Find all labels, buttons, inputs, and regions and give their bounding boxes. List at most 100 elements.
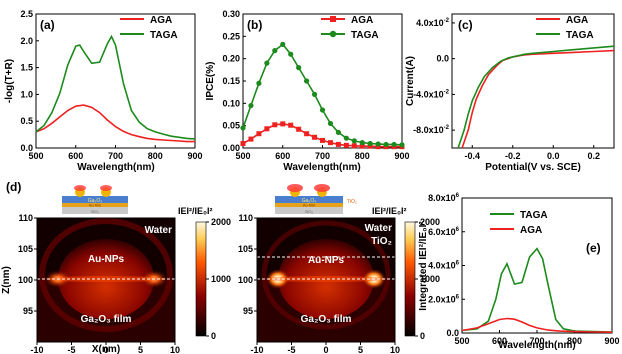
legend-a-aga-label: AGA (150, 15, 172, 26)
colorbar-right-tick-label: 0 (420, 331, 425, 341)
chart-b-aga-point (240, 141, 246, 147)
chart-b-ytick-label: 0.10 (222, 98, 240, 108)
chart-e-xtick-label: 900 (604, 336, 619, 346)
axis-b-xlabel: Wavelength(nm) (283, 162, 360, 173)
heatmap-left-ytick-label: 110 (18, 213, 33, 223)
legend-c-taga-label: TAGA (566, 30, 594, 41)
panel-b-label: (b) (247, 18, 262, 32)
chart-b-taga-point (296, 65, 302, 71)
heatmap-right-xtick-label: -10 (250, 345, 263, 354)
colorbar-right (404, 221, 416, 337)
schematic-left-ga2o3-label: Ga₂O₃ (88, 198, 103, 204)
chart-e-xtick-label: 800 (567, 336, 582, 346)
chart-b-aga-point (304, 131, 310, 137)
panel-d-right: Ga₂O₃ Au film SiO₂ TiO₂ Water TiO₂ Au-NP… (238, 184, 440, 354)
chart-c-xtick-label: 0.0 (547, 151, 560, 161)
chart-b-aga-point (248, 136, 254, 142)
chart-c-ytick-label: 4.0x10-2 (416, 18, 450, 28)
chart-b-taga-point (335, 129, 341, 135)
chart-e-ytick-label: 0.0 (446, 328, 459, 338)
chart-c-series-taga-line (457, 45, 615, 149)
chart-a-ytick-label: 0.5 (20, 116, 33, 126)
heatmap-left-xtick-label: -5 (67, 345, 75, 354)
chart-b-xtick-label: 800 (355, 151, 370, 161)
chart-b-aga-point (272, 122, 278, 128)
schematic-right-tio2-label: TiO₂ (347, 199, 357, 205)
chart-a-series-aga-line (35, 104, 195, 143)
axis-d-ylabel: Z(nm) (1, 266, 12, 294)
heatmap-right-ytick-label: 95 (243, 306, 253, 316)
heatmap-left-aunps-label: Au-NPs (88, 254, 125, 265)
chart-e-ytick-label: 4.0x106 (428, 261, 460, 271)
heatmap-right-xtick-label: 0 (323, 345, 328, 354)
chart-e-series-aga-line (461, 317, 613, 333)
panel-d-label: (d) (6, 180, 21, 194)
axis-b-ylabel: IPCE(%) (205, 62, 216, 101)
colorbar-right-tick-label: 2000 (420, 217, 440, 227)
chart-c-series-aga-line (461, 49, 615, 149)
heatmap-right-ytick-label: 110 (238, 213, 253, 223)
chart-b-aga-point (335, 141, 341, 147)
axis-d-xlabel: X(nm) (92, 344, 120, 354)
chart-c-ytick-label: -4.0x10-2 (413, 89, 450, 99)
chart-b-taga-point (359, 140, 365, 146)
chart-b-aga-point (367, 143, 373, 149)
heatmap-left-water-label: Water (145, 225, 173, 236)
chart-b-taga-point (248, 102, 254, 109)
heatmap-left-ytick-label: 95 (23, 306, 33, 316)
chart-a-xtick-label: 800 (148, 151, 163, 161)
colorbar-left-title: IEI²/IE₀I² (178, 206, 213, 216)
chart-b-ytick-label: 0.20 (222, 54, 240, 64)
heatmap-left (37, 218, 175, 342)
colorbar-right-tick-label: 1000 (420, 274, 440, 284)
chart-b-aga-point (264, 126, 270, 132)
colorbar-left-tick-label: 1000 (211, 274, 231, 284)
chart-e-xtick-label: 500 (454, 336, 469, 346)
chart-c-xtick-label: -0.4 (464, 151, 480, 161)
chart-b-aga-point (296, 126, 302, 132)
colorbar-right-title: IEI²/IE₀I² (372, 206, 407, 216)
colorbar-left-tick-label: 2000 (211, 217, 231, 227)
legend-a-taga-label: TAGA (150, 30, 178, 41)
chart-b-ytick-label: 0.15 (222, 76, 240, 86)
chart-b-xtick-label: 600 (275, 151, 290, 161)
chart-b-ytick-label: 0.00 (222, 143, 240, 153)
schematic-right-sio2-label: SiO₂ (305, 209, 314, 214)
chart-a-xtick-label: 500 (28, 151, 43, 161)
heatmap-right-xtick-label: 10 (390, 345, 400, 354)
schematic-left-aufilm-label: Au film (89, 203, 102, 208)
chart-e-ytick-label: 8.0x106 (428, 193, 460, 203)
chart-e-xtick-label: 700 (529, 336, 544, 346)
chart-b-ytick-label: 0.30 (222, 9, 240, 19)
panel-b: 500 600 700 800 900 0.00 0.05 0.10 0.15 0.20 0.25 0… (205, 9, 410, 173)
heatmap-right-ytick-label: 100 (238, 275, 253, 285)
colorbar-left (195, 221, 207, 337)
schematic-left-sio2-label: SiO₂ (91, 209, 100, 214)
chart-a-series-taga-line (35, 34, 196, 140)
chart-a-ytick-label: 0.0 (20, 143, 33, 153)
chart-b-taga-point (304, 78, 310, 84)
chart-a-xtick-label: 700 (108, 151, 123, 161)
chart-b-taga-point (391, 141, 397, 148)
chart-b-taga-point (272, 48, 278, 54)
heatmap-right-tio2-label: TiO₂ (371, 236, 392, 247)
chart-e-xtick-label: 600 (492, 336, 507, 346)
panel-d-left: (d) Ga₂O₃ Au film SiO₂ Water Au-NPs (1, 180, 231, 354)
heatmap-right-xtick-label: 5 (358, 345, 363, 354)
chart-b-aga-point (256, 131, 262, 137)
chart-a-xtick-label: 900 (187, 151, 202, 161)
heatmap-right-aunps-label: Au-NPs (308, 255, 345, 266)
chart-b-xtick-label: 700 (315, 151, 330, 161)
chart-a-ytick-label: 2.5 (20, 9, 33, 19)
chart-b-taga-point (367, 140, 373, 147)
legend-e-aga-label: AGA (520, 225, 542, 236)
chart-b-taga-point (264, 60, 270, 66)
panel-e-label: (e) (586, 241, 601, 255)
schematic-right-ga2o3-label: Ga₂O₃ (302, 198, 317, 204)
chart-c-xtick-label: 0.2 (587, 151, 600, 161)
chart-b-taga-point (288, 51, 294, 57)
chart-b-aga-point (320, 137, 325, 143)
chart-b-taga-point (351, 138, 357, 144)
legend-c-aga-label: AGA (566, 15, 588, 26)
chart-b-aga-point (351, 143, 357, 149)
